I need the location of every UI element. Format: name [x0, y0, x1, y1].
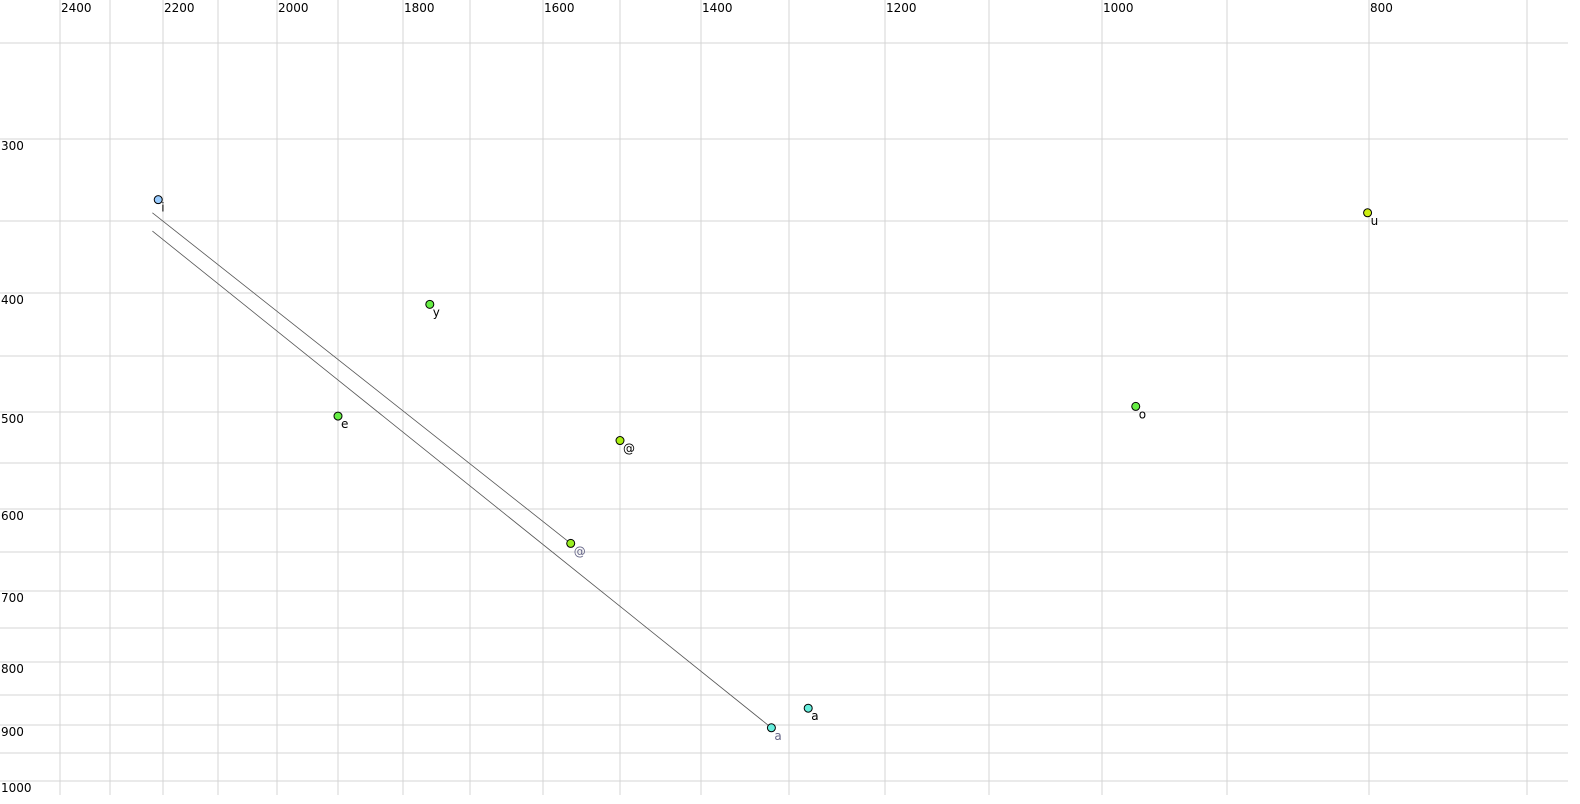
- vowel-point: [566, 538, 576, 548]
- vowel-label: a: [811, 709, 818, 723]
- x-tick-label: 1600: [544, 1, 575, 15]
- vowel-label: @: [574, 544, 586, 558]
- vowel-point: [615, 436, 625, 446]
- vowel-label: a: [774, 729, 781, 743]
- trajectory-line: [152, 212, 571, 544]
- vowel-point: [1131, 401, 1141, 411]
- vowel-point: [153, 195, 163, 205]
- y-tick-label: 300: [1, 139, 24, 153]
- vowel-label: u: [1371, 214, 1379, 228]
- x-tick-label: 1000: [1103, 1, 1134, 15]
- vowel-label: e: [341, 417, 348, 431]
- vowel-label: o: [1139, 407, 1146, 421]
- y-tick-label: 600: [1, 509, 24, 523]
- x-tick-label: 2000: [278, 1, 309, 15]
- y-tick-label: 500: [1, 412, 24, 426]
- y-tick-label: 900: [1, 725, 24, 739]
- vowel-point: [766, 723, 776, 733]
- vowel-label: i: [161, 201, 164, 215]
- vowel-point: [1363, 208, 1373, 218]
- x-tick-label: 1800: [404, 1, 435, 15]
- vowel-point: [425, 299, 435, 309]
- x-tick-label: 1400: [702, 1, 733, 15]
- x-tick-label: 2200: [164, 1, 195, 15]
- vowel-point: [333, 411, 343, 421]
- y-tick-label: 1000: [1, 781, 32, 795]
- trajectory-line: [152, 230, 772, 729]
- x-tick-label: 1200: [886, 1, 917, 15]
- vowel-point: [803, 703, 813, 713]
- y-tick-label: 700: [1, 591, 24, 605]
- vowel-label: y: [433, 305, 440, 319]
- y-tick-label: 400: [1, 293, 24, 307]
- vowel-label: @: [623, 442, 635, 456]
- x-tick-label: 2400: [61, 1, 92, 15]
- y-tick-label: 800: [1, 662, 24, 676]
- x-tick-label: 800: [1370, 1, 1393, 15]
